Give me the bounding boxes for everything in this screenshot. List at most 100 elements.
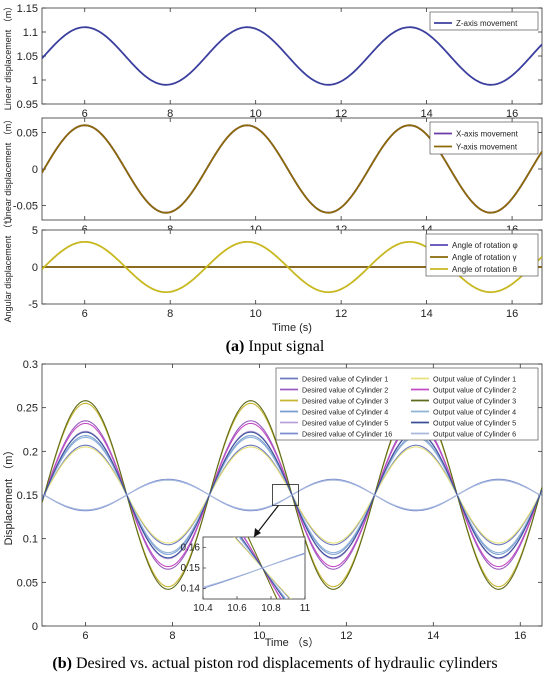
legend-entry: X-axis movement — [456, 130, 519, 139]
y-tick-label: 0.1 — [23, 534, 38, 546]
legend: Angle of rotation φ Angle of rotation γ An… — [425, 233, 539, 277]
chart-a-bottom: 6 8 10 12 14 16 -5 0 5 Angular displacement （°） Ti… — [3, 212, 543, 334]
legend-entry: Desired value of Cylinder 2 — [302, 386, 388, 395]
panels: 6 8 10 12 14 16 0.95 1 1.05 1.1 1.15 Linear displac… — [2, 2, 543, 649]
inset-series-line — [233, 537, 292, 599]
series-group — [42, 26, 542, 86]
y-tick-label: 1.05 — [17, 51, 38, 63]
caption-a-label: (a) — [225, 338, 245, 355]
legend-entry: Y-axis movement — [456, 143, 518, 152]
y-tick-label: 1 — [32, 75, 38, 87]
caption-a-text: Input signal — [248, 338, 325, 355]
y-tick-label: 0.25 — [17, 403, 38, 415]
inset-x-tick-label: 10.4 — [193, 603, 213, 614]
inset-y-tick-label: 0.16 — [181, 542, 201, 553]
y-tick-label: 0 — [32, 164, 38, 176]
inset: 10.4 10.6 10.8 11 0.14 0.15 0.16 — [181, 484, 311, 614]
series-group — [42, 124, 542, 214]
chart-a-top: 6 8 10 12 14 16 0.95 1 1.05 1.1 1.15 Linear displac… — [3, 2, 543, 120]
legend-box — [429, 11, 539, 31]
x-axis-label: Time （s） — [265, 636, 320, 649]
caption-b-label: (b) — [52, 655, 72, 672]
legend-entry: Output value of Cylinder 4 — [433, 408, 516, 417]
y-tick-label: 1.15 — [17, 3, 38, 15]
x-tick-label: 8 — [167, 308, 173, 320]
inset-y-tick-label: 0.14 — [181, 584, 201, 595]
inset-y-tick-label: 0.15 — [181, 563, 201, 574]
inset-series-line — [240, 537, 285, 599]
legend-entry: Desired value of Cylinder 3 — [302, 397, 388, 406]
y-tick-label: 0.95 — [17, 99, 38, 111]
x-tick-label: 14 — [427, 630, 439, 642]
x-tick-label: 10 — [253, 630, 265, 642]
series-line — [42, 479, 542, 511]
legend: X-axis movement Y-axis movement — [429, 121, 539, 155]
x-tick-label: 6 — [82, 108, 88, 120]
legend-entry: Desired value of Cylinder 5 — [302, 419, 388, 428]
y-tick-label: 1.1 — [23, 27, 38, 39]
legend-box — [275, 367, 539, 441]
y-tick-label: 0 — [32, 621, 38, 633]
legend-entry: Output value of Cylinder 5 — [433, 419, 516, 428]
x-tick-label: 16 — [506, 308, 518, 320]
series-line — [42, 26, 542, 86]
legend-entry: Output value of Cylinder 3 — [433, 397, 516, 406]
inset-x-tick-label: 11 — [300, 603, 311, 614]
inset-series-line — [238, 537, 287, 599]
caption-b-text: Desired vs. actual piston rod displaceme… — [75, 655, 498, 672]
legend-entry: Angle of rotation φ — [452, 241, 518, 250]
y-tick-label: 0 — [32, 262, 38, 274]
zoom-arrowhead — [254, 528, 261, 537]
zoom-source-box — [272, 484, 299, 506]
caption-a: (a) Input signal — [0, 338, 550, 356]
x-tick-label: 16 — [506, 108, 518, 120]
x-tick-label: 10 — [250, 308, 262, 320]
y-tick-label: 0.05 — [17, 577, 38, 589]
inset-series-line — [243, 537, 282, 599]
legend-entry: Angle of rotation θ — [452, 265, 517, 274]
y-tick-label: -0.05 — [13, 200, 38, 212]
y-axis-label: Displacement （m） — [2, 445, 15, 546]
x-tick-label: 6 — [82, 308, 88, 320]
series-group — [42, 400, 542, 590]
legend-entry: Output value of Cylinder 1 — [433, 375, 516, 384]
x-tick-label: 14 — [420, 308, 432, 320]
y-tick-label: -5 — [28, 299, 38, 311]
legend: Desired value of Cylinder 1 Desired value… — [275, 367, 539, 441]
x-tick-label: 8 — [167, 108, 173, 120]
y-tick-label: 5 — [32, 225, 38, 237]
legend-entry: Desired value of Cylinder 16 — [302, 430, 392, 439]
y-tick-label: 0.05 — [17, 128, 38, 140]
x-tick-label: 12 — [335, 308, 347, 320]
legend-entry: Z-axis movement — [456, 19, 518, 28]
chart-b: 6 8 10 12 14 16 0 0.05 0.1 0.15 0.2 0.25 0.3 Displace… — [2, 359, 543, 649]
y-tick-label: 0.15 — [17, 490, 38, 502]
inset-x-tick-label: 10.8 — [261, 603, 281, 614]
series-line — [42, 124, 542, 214]
inset-series-line — [203, 553, 305, 588]
legend-entry: Desired value of Cylinder 4 — [302, 408, 388, 417]
legend-entry: Angle of rotation γ — [452, 253, 516, 262]
inset-x-tick-label: 10.6 — [227, 603, 247, 614]
caption-b: (b) Desired vs. actual piston rod displa… — [0, 655, 550, 673]
y-axis-label: Linear displacement （m） — [3, 2, 13, 111]
x-tick-label: 16 — [514, 630, 526, 642]
y-tick-label: 0.3 — [23, 359, 38, 371]
inset-plot-area — [202, 536, 306, 600]
y-tick-label: 0.2 — [23, 446, 38, 458]
inset-series-group — [203, 537, 305, 599]
x-tick-label: 12 — [340, 630, 352, 642]
x-tick-label: 10 — [250, 108, 262, 120]
inset-series-line — [247, 537, 278, 599]
x-tick-label: 12 — [335, 108, 347, 120]
x-tick-label: 14 — [420, 108, 432, 120]
x-axis-label: Time (s) — [272, 322, 312, 334]
legend: Z-axis movement — [429, 11, 539, 31]
y-axis-label: Linear displacement （m） — [3, 115, 13, 224]
legend-entry: Output value of Cylinder 2 — [433, 386, 516, 395]
legend-entry: Desired value of Cylinder 1 — [302, 375, 388, 384]
x-tick-label: 6 — [82, 630, 88, 642]
legend-box — [429, 121, 539, 155]
